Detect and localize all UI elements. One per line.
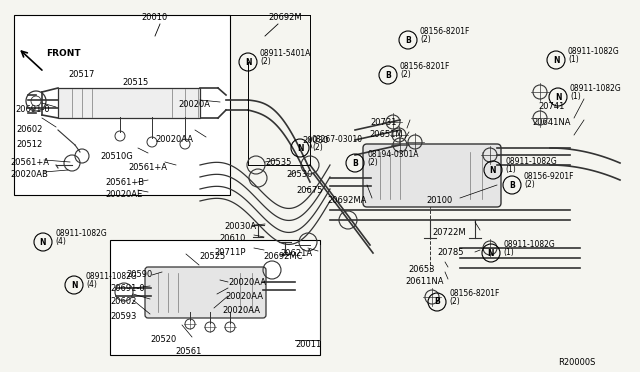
Text: B: B	[352, 158, 358, 167]
Text: 20561+B: 20561+B	[105, 178, 144, 187]
Text: N: N	[244, 58, 252, 67]
Text: 20520: 20520	[150, 335, 176, 344]
Text: 20020AA: 20020AA	[225, 292, 263, 301]
Text: (1): (1)	[505, 165, 516, 174]
Text: 20602: 20602	[110, 297, 136, 306]
Text: (2): (2)	[420, 35, 431, 44]
Text: 20611NA: 20611NA	[405, 277, 444, 286]
Text: 20691-0: 20691-0	[110, 284, 145, 293]
Text: (2): (2)	[524, 180, 535, 189]
Text: 20590: 20590	[126, 270, 152, 279]
Text: 08911-1082G: 08911-1082G	[570, 84, 621, 93]
Text: 20020AE: 20020AE	[105, 190, 142, 199]
Text: B: B	[405, 35, 411, 45]
Text: 20561+A: 20561+A	[10, 158, 49, 167]
Text: 08911-1082G: 08911-1082G	[505, 157, 557, 166]
Text: (1): (1)	[570, 92, 580, 101]
Text: 20020A: 20020A	[178, 100, 210, 109]
Text: N: N	[555, 93, 561, 102]
Text: 20641NA: 20641NA	[532, 118, 570, 127]
Text: 20651M: 20651M	[369, 130, 403, 139]
Text: N: N	[490, 166, 496, 174]
Text: 20561: 20561	[175, 347, 202, 356]
Text: B: B	[385, 71, 391, 80]
Text: 20561+A: 20561+A	[128, 163, 167, 172]
Text: 20711P: 20711P	[214, 248, 246, 257]
Text: 08911-1082G: 08911-1082G	[568, 47, 620, 56]
Text: 20517: 20517	[68, 70, 94, 79]
Text: (4): (4)	[55, 237, 66, 246]
Text: (2): (2)	[312, 143, 323, 152]
Text: 20030A: 20030A	[224, 222, 256, 231]
Text: 08156-8201F: 08156-8201F	[449, 289, 499, 298]
Text: 20602: 20602	[16, 125, 42, 134]
Text: FRONT: FRONT	[46, 49, 81, 58]
Text: 08911-1082G: 08911-1082G	[503, 240, 555, 249]
Text: (2): (2)	[260, 57, 271, 66]
FancyBboxPatch shape	[145, 267, 266, 318]
Text: 08911-1082G: 08911-1082G	[55, 229, 107, 238]
Text: (2): (2)	[449, 297, 460, 306]
Bar	[110, 240, 320, 355]
Text: 20530: 20530	[286, 170, 312, 179]
Text: 20020AA: 20020AA	[155, 135, 193, 144]
Text: (2): (2)	[367, 158, 378, 167]
Text: 20621A: 20621A	[280, 249, 312, 258]
Text: 20593: 20593	[110, 312, 136, 321]
Text: 20741: 20741	[538, 102, 564, 111]
Text: 20691-0: 20691-0	[15, 105, 50, 114]
Bar	[14, 15, 230, 195]
Text: 20535: 20535	[265, 158, 291, 167]
Text: 20010: 20010	[142, 13, 168, 22]
Text: 20653: 20653	[408, 265, 435, 274]
FancyBboxPatch shape	[363, 144, 501, 207]
Text: R20000S: R20000S	[558, 358, 595, 367]
Text: B: B	[509, 180, 515, 189]
Text: 08156-8201F: 08156-8201F	[400, 62, 451, 71]
Text: 20512: 20512	[16, 140, 42, 149]
Text: (2): (2)	[400, 70, 411, 79]
Text: N: N	[297, 144, 303, 153]
Text: 20692MA: 20692MA	[327, 196, 366, 205]
Text: 20510G: 20510G	[100, 152, 132, 161]
Text: 20722M: 20722M	[432, 228, 466, 237]
Text: 20675: 20675	[296, 186, 323, 195]
Bar	[58, 88, 200, 118]
Text: N: N	[40, 237, 46, 247]
Text: 20020AA: 20020AA	[222, 306, 260, 315]
Text: 20785: 20785	[437, 248, 463, 257]
Text: 20731: 20731	[370, 118, 397, 127]
Text: 20525: 20525	[199, 252, 225, 261]
Text: N: N	[553, 55, 559, 64]
Text: 20515: 20515	[122, 78, 148, 87]
Text: (4): (4)	[86, 280, 97, 289]
Text: N: N	[71, 280, 77, 289]
Text: N: N	[488, 248, 494, 257]
Text: 20020AA: 20020AA	[228, 278, 266, 287]
Text: 20011: 20011	[295, 340, 321, 349]
Text: 20020AB: 20020AB	[10, 170, 48, 179]
Text: (1): (1)	[568, 55, 579, 64]
Text: B: B	[434, 298, 440, 307]
Text: 08267-03010: 08267-03010	[312, 135, 363, 144]
Text: 20100: 20100	[426, 196, 452, 205]
Text: 08194-0301A: 08194-0301A	[367, 150, 419, 159]
Text: 20030: 20030	[302, 136, 328, 145]
Text: 08911-1082G: 08911-1082G	[86, 272, 138, 281]
Text: 08156-9201F: 08156-9201F	[524, 172, 575, 181]
Text: 08911-5401A: 08911-5401A	[260, 49, 312, 58]
Text: 20692MC: 20692MC	[263, 252, 303, 261]
Text: 08156-8201F: 08156-8201F	[420, 27, 470, 36]
Text: 20610: 20610	[219, 234, 245, 243]
Text: 20692M: 20692M	[268, 13, 301, 22]
Text: (1): (1)	[503, 248, 514, 257]
